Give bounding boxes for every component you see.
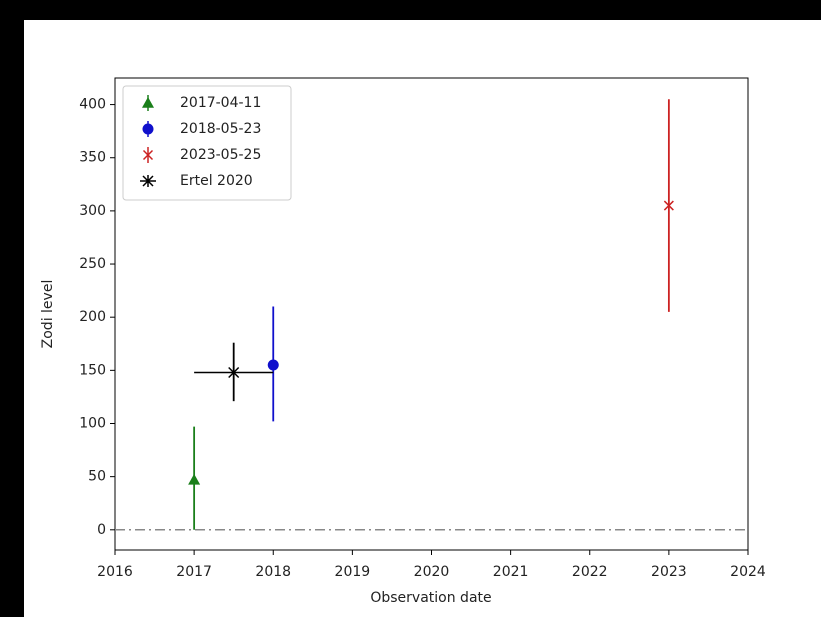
legend-label: 2017-04-11 xyxy=(180,95,261,111)
legend-label: 2018-05-23 xyxy=(180,121,261,137)
y-tick-label: 50 xyxy=(88,469,106,485)
y-tick-label: 0 xyxy=(97,522,106,538)
x-tick-label: 2021 xyxy=(493,564,529,580)
x-tick-label: 2023 xyxy=(651,564,687,580)
x-tick-label: 2019 xyxy=(335,564,371,580)
marker xyxy=(268,360,279,371)
y-tick-label: 250 xyxy=(79,256,106,272)
y-tick-label: 350 xyxy=(79,150,106,166)
y-tick-label: 300 xyxy=(79,203,106,219)
x-tick-label: 2022 xyxy=(572,564,608,580)
y-axis-label: Zodi level xyxy=(40,280,56,349)
x-tick-label: 2020 xyxy=(414,564,450,580)
legend-label: 2023-05-25 xyxy=(180,147,261,163)
x-tick-label: 2018 xyxy=(255,564,291,580)
y-tick-label: 150 xyxy=(79,362,106,378)
x-tick-label: 2017 xyxy=(176,564,212,580)
x-axis-label: Observation date xyxy=(370,590,491,606)
legend-label: Ertel 2020 xyxy=(180,173,253,189)
page: Observation date Zodi level 2016 2017 2018… xyxy=(0,0,821,617)
y-tick-label: 200 xyxy=(79,309,106,325)
y-tick-label: 400 xyxy=(79,97,106,113)
chart: Observation date Zodi level 2016 2017 2018… xyxy=(0,0,821,617)
x-tick-label: 2024 xyxy=(730,564,766,580)
y-tick-label: 100 xyxy=(79,415,106,431)
x-tick-label: 2016 xyxy=(97,564,133,580)
marker xyxy=(188,474,200,485)
